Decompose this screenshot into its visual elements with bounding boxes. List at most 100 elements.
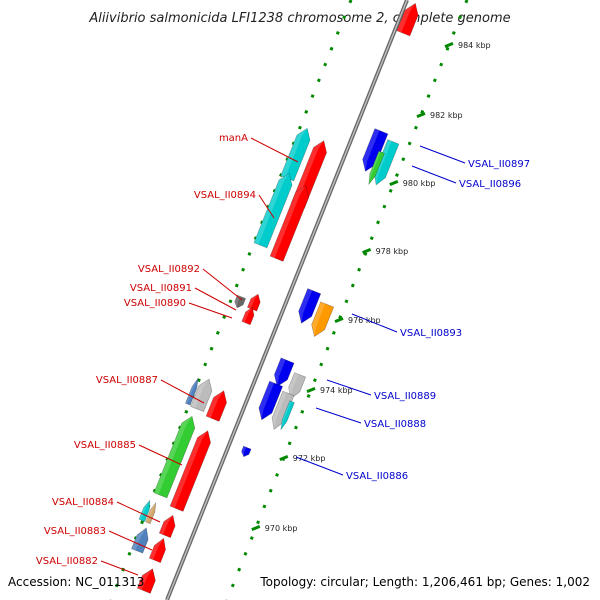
gene-label-reverse: VSAL_II0886	[346, 471, 408, 482]
gene-vsal-ii0883-steel	[131, 527, 149, 554]
gene-vsal-ii0890-body	[247, 293, 261, 312]
tick-label: 970 kbp	[265, 524, 298, 533]
gene-vsal-ii0887-gray	[190, 378, 213, 413]
accession-text: Accession: NC_011313	[8, 575, 144, 589]
gene-vsal-ii0896-green-shade	[368, 151, 381, 185]
gene-callouts: manA VSAL_II0894 VSAL_II0892 VSAL_II0891 VSA…	[36, 133, 530, 576]
callout-line	[258, 194, 275, 219]
gene-vsal-ii0884-red-shade	[159, 515, 173, 535]
gene-vsal-ii0894-cyan-body	[253, 172, 293, 249]
gene-vsal-ii0889-gray-shade	[288, 372, 299, 399]
gene-vsal-ii0893-blue	[298, 288, 322, 324]
gene-vsal-ii0893-blue-body	[298, 288, 322, 324]
gene-vsal-ii0892-body	[234, 294, 246, 309]
callout-line	[411, 165, 457, 184]
tick-mark	[279, 455, 289, 461]
gene-vsal-ii0896-green-body	[368, 150, 385, 186]
callout-line	[188, 302, 233, 319]
gene-label-forward: VSAL_II0884	[52, 497, 114, 508]
tick-label: 974 kbp	[320, 386, 353, 395]
gene-manA-cyan-shade	[280, 128, 308, 178]
gene-top-shade	[396, 3, 416, 33]
tick-mark	[306, 387, 316, 393]
callout-line	[315, 407, 362, 424]
gene-vsal-ii0884-red	[158, 514, 176, 538]
callout-line	[250, 137, 299, 163]
gene-vsal-ii0885-red-body	[169, 430, 211, 512]
gene-vsal-ii0891-body	[241, 306, 255, 326]
ruler-dots-right	[225, 0, 469, 600]
gene-vsal-ii0884-tan-body	[145, 501, 157, 525]
tick-mark	[362, 248, 372, 254]
gene-vsal-ii0885-red	[169, 430, 211, 512]
gene-vsal-ii0894-red-shade	[270, 185, 306, 258]
gene-vsal-ii0890-shade	[247, 294, 259, 309]
tick-label: 980 kbp	[403, 179, 436, 188]
gene-vsal-ii0891	[241, 306, 255, 326]
gene-label-reverse: VSAL_II0888	[364, 419, 426, 430]
ruler-dots-left	[109, 0, 353, 600]
gene-manA-red-shade	[291, 140, 324, 205]
gene-vsal-ii0884-red-body	[158, 514, 176, 538]
backbone-line	[165, 0, 409, 600]
gene-vsal-ii0897-blue-shade	[362, 128, 380, 172]
map-title: Aliivibrio salmonicida LFI1238 chromosom…	[88, 11, 510, 26]
callout-line	[194, 287, 237, 311]
gene-vsal-ii0889-blue-body	[274, 357, 295, 388]
tick-label: 984 kbp	[458, 41, 491, 50]
gene-vsal-ii0887-red-body	[205, 390, 227, 422]
callout-line	[138, 444, 183, 466]
gene-vsal-ii0884-tan-shade	[145, 502, 156, 523]
callout-line	[419, 145, 466, 164]
gene-vsal-ii0889-blue-shade	[274, 357, 286, 387]
gene-label-forward: VSAL_II0882	[36, 556, 98, 567]
gene-top-body	[396, 2, 419, 37]
ruler-ticks: 984 kbp 982 kbp 980 kbp 978 kbp 976 kbp 974 k…	[251, 41, 491, 533]
gene-manA-cyan	[280, 127, 311, 182]
gene-vsal-ii0883-red	[148, 537, 166, 563]
gene-vsal-ii0889-gray-body	[288, 372, 307, 400]
gene-vsal-ii0897-blue-body	[362, 128, 389, 172]
gene-label-forward: VSAL_II0883	[44, 526, 106, 537]
gene-vsal-ii0888-cyan-body	[280, 400, 295, 430]
gene-label-forward: VSAL_II0885	[74, 440, 136, 451]
gene-vsal-ii0893-orange	[311, 301, 335, 337]
callout-line	[108, 530, 153, 551]
gene-vsal-ii0884-cyan-shade	[139, 500, 150, 521]
gene-vsal-ii0882-red	[136, 568, 156, 594]
gene-manA-cyan-body	[280, 127, 311, 182]
gene-vsal-ii0883-red-body	[148, 537, 166, 563]
gene-top	[396, 2, 419, 37]
gene-vsal-ii0891-shade	[241, 307, 253, 323]
gene-vsal-ii0897-cyan-shade	[374, 139, 392, 185]
callout-line	[351, 313, 398, 333]
gene-vsal-ii0897-blue	[362, 128, 389, 172]
gene-vsal-ii0887-steel	[185, 377, 199, 406]
callout-line	[326, 379, 372, 396]
gene-features	[131, 2, 419, 594]
gene-vsal-ii0896-green	[368, 150, 385, 186]
gene-vsal-ii0886-blue-body	[241, 445, 252, 458]
gene-vsal-ii0893-blue-shade	[298, 288, 313, 324]
gene-label-forward: VSAL_II0890	[124, 298, 186, 309]
gene-vsal-ii0884-tan	[145, 501, 157, 525]
gene-label-forward: VSAL_II0887	[96, 375, 158, 386]
gene-vsal-ii0884-cyan-body	[138, 499, 151, 522]
gene-label-reverse: VSAL_II0896	[459, 179, 521, 190]
gene-vsal-ii0882-red-shade	[137, 568, 153, 590]
gene-vsal-ii0894-red	[269, 185, 309, 262]
gene-vsal-ii0884-cyan	[138, 499, 151, 522]
gene-vsal-ii0893-orange-shade	[311, 301, 326, 337]
gene-vsal-ii0886-blue-shade	[241, 446, 247, 457]
callout-line	[116, 501, 161, 523]
gene-vsal-ii0888-cyan	[280, 400, 295, 430]
gene-vsal-ii0883-red-shade	[149, 538, 164, 560]
gene-vsal-ii0887-red-shade	[206, 390, 224, 418]
gene-vsal-ii0894-cyan	[253, 172, 293, 249]
gene-vsal-ii0888-cyan-shade	[280, 400, 292, 430]
gene-vsal-ii0890	[247, 293, 261, 312]
gene-label-forward: manA	[219, 133, 248, 144]
ruler-dots	[109, 0, 469, 600]
tick-mark	[251, 525, 261, 531]
